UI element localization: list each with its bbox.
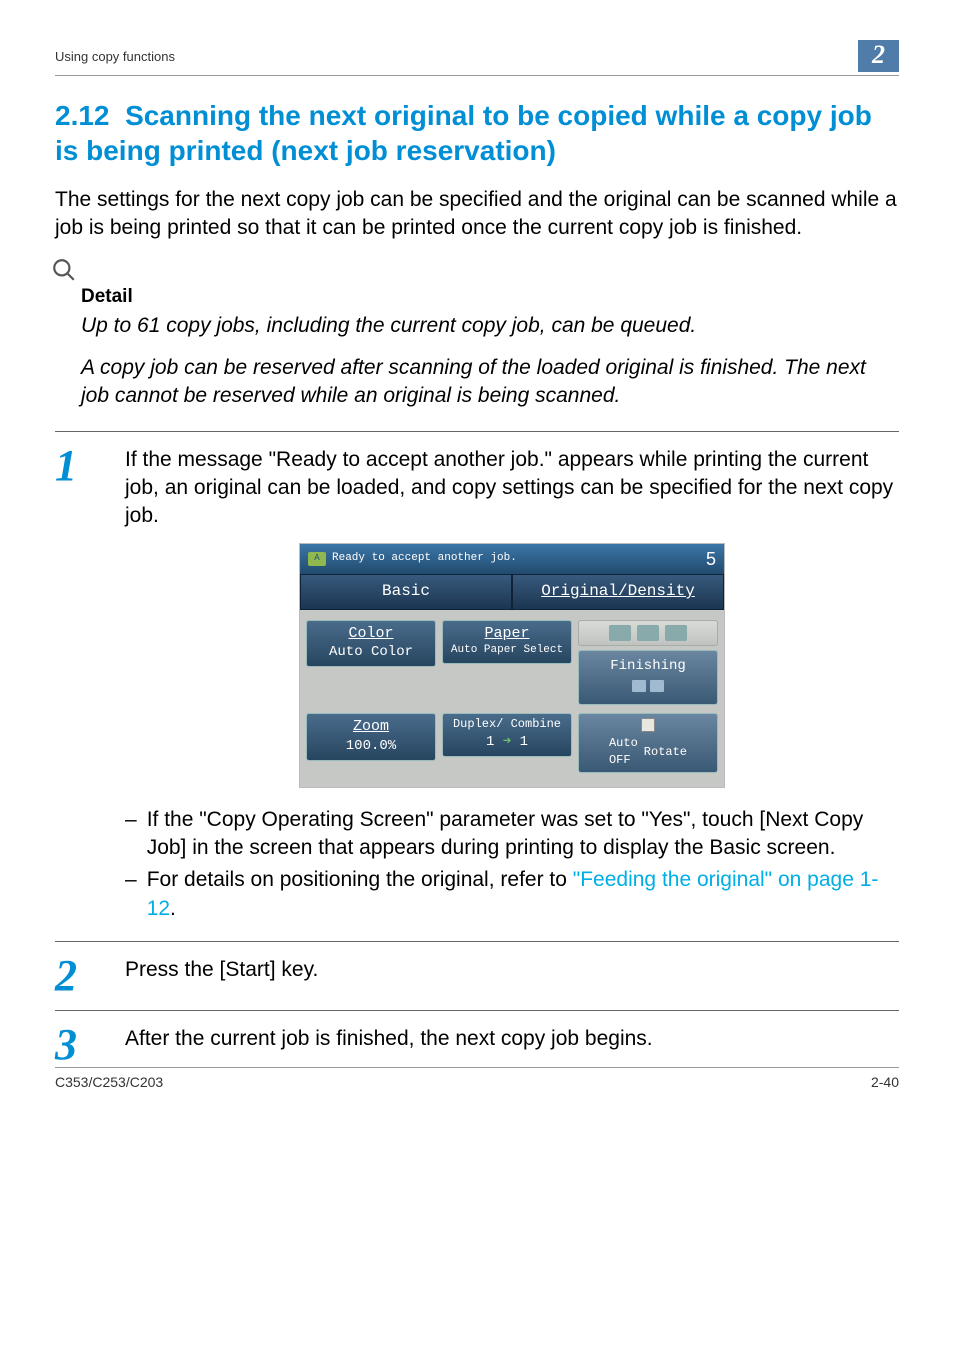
section-title: Scanning the next original to be copied …: [55, 100, 872, 166]
page-footer: C353/C253/C203 2-40: [55, 1067, 899, 1090]
lcd-zoom-head: Zoom: [311, 718, 431, 735]
lcd-button-duplex[interactable]: Duplex/ Combine 1 ➜ 1: [442, 713, 572, 757]
step-content: If the message "Ready to accept another …: [125, 446, 899, 927]
step-1: 1 If the message "Ready to accept anothe…: [55, 431, 899, 927]
tab-original-density[interactable]: Original/Density: [512, 574, 724, 610]
tab-basic[interactable]: Basic: [300, 574, 512, 610]
lcd-finishing-icons: [578, 620, 718, 646]
lcd-button-finishing[interactable]: Finishing: [578, 650, 718, 706]
step-number: 1: [55, 446, 95, 927]
lcd-right-column: Finishing: [578, 620, 718, 706]
lcd-body: Color Auto Color Paper Auto Paper Select: [300, 610, 724, 787]
finish-icon: [609, 625, 631, 641]
lcd-finishing-label: Finishing: [610, 658, 686, 674]
step-number: 2: [55, 956, 95, 996]
detail-label: Detail: [81, 286, 899, 308]
page-header: Using copy functions 2: [55, 40, 899, 76]
finishing-mini-icons: [583, 680, 713, 699]
section-heading: 2.12 Scanning the next original to be co…: [55, 98, 899, 168]
page: Using copy functions 2 2.12 Scanning the…: [0, 0, 954, 1128]
breadcrumb: Using copy functions: [55, 49, 175, 64]
lcd-color-head: Color: [311, 625, 431, 642]
lcd-zoom-val: 100.0%: [311, 738, 431, 754]
step-text: If the message "Ready to accept another …: [125, 446, 899, 531]
sub-item: – For details on positioning the origina…: [125, 866, 899, 923]
step-3: 3 After the current job is finished, the…: [55, 1010, 899, 1065]
lcd-paper-sub: Auto Paper Select: [447, 644, 567, 657]
step-2: 2 Press the [Start] key.: [55, 941, 899, 996]
lcd-duplex-value: 1 ➜ 1: [447, 734, 567, 750]
sub-item-text: For details on positioning the original,…: [147, 866, 899, 923]
footer-page-number: 2-40: [871, 1074, 899, 1090]
chapter-number-tab: 2: [858, 40, 899, 72]
step-text: After the current job is finished, the n…: [125, 1025, 899, 1065]
sub-item: – If the "Copy Operating Screen" paramet…: [125, 806, 899, 863]
dash-icon: –: [125, 806, 137, 863]
lcd-status-message: Ready to accept another job.: [332, 551, 517, 566]
section-number: 2.12: [55, 100, 110, 131]
finish-icon: [665, 625, 687, 641]
lcd-paper-head: Paper: [447, 625, 567, 642]
sub-item-text: If the "Copy Operating Screen" parameter…: [147, 806, 899, 863]
intro-paragraph: The settings for the next copy job can b…: [55, 186, 899, 243]
step-number: 3: [55, 1025, 95, 1065]
lcd-copy-count: 5: [706, 547, 716, 571]
detail-block: Detail Up to 61 copy jobs, including the…: [55, 257, 899, 411]
status-ready-icon: A: [308, 552, 326, 566]
detail-text-2: A copy job can be reserved after scannin…: [81, 354, 899, 411]
finish-icon: [637, 625, 659, 641]
printer-lcd-screenshot: A Ready to accept another job. 5 Basic O…: [299, 543, 725, 788]
rotate-icon: [641, 718, 655, 732]
detail-text-1: Up to 61 copy jobs, including the curren…: [81, 312, 899, 340]
lcd-color-val: Auto Color: [311, 644, 431, 660]
lcd-tabs: Basic Original/Density: [300, 574, 724, 610]
lcd-button-zoom[interactable]: Zoom 100.0%: [306, 713, 436, 760]
dash-icon: –: [125, 866, 137, 923]
footer-model: C353/C253/C203: [55, 1074, 163, 1090]
arrow-right-icon: ➜: [503, 734, 511, 750]
lcd-button-color[interactable]: Color Auto Color: [306, 620, 436, 667]
step-text: Press the [Start] key.: [125, 956, 899, 996]
lcd-button-paper[interactable]: Paper Auto Paper Select: [442, 620, 572, 664]
lcd-status-bar: A Ready to accept another job. 5: [300, 544, 724, 574]
step-1-sub-list: – If the "Copy Operating Screen" paramet…: [125, 806, 899, 923]
lcd-button-auto-rotate[interactable]: Auto OFF Rotate: [578, 713, 718, 772]
lcd-duplex-head: Duplex/ Combine: [447, 718, 567, 732]
